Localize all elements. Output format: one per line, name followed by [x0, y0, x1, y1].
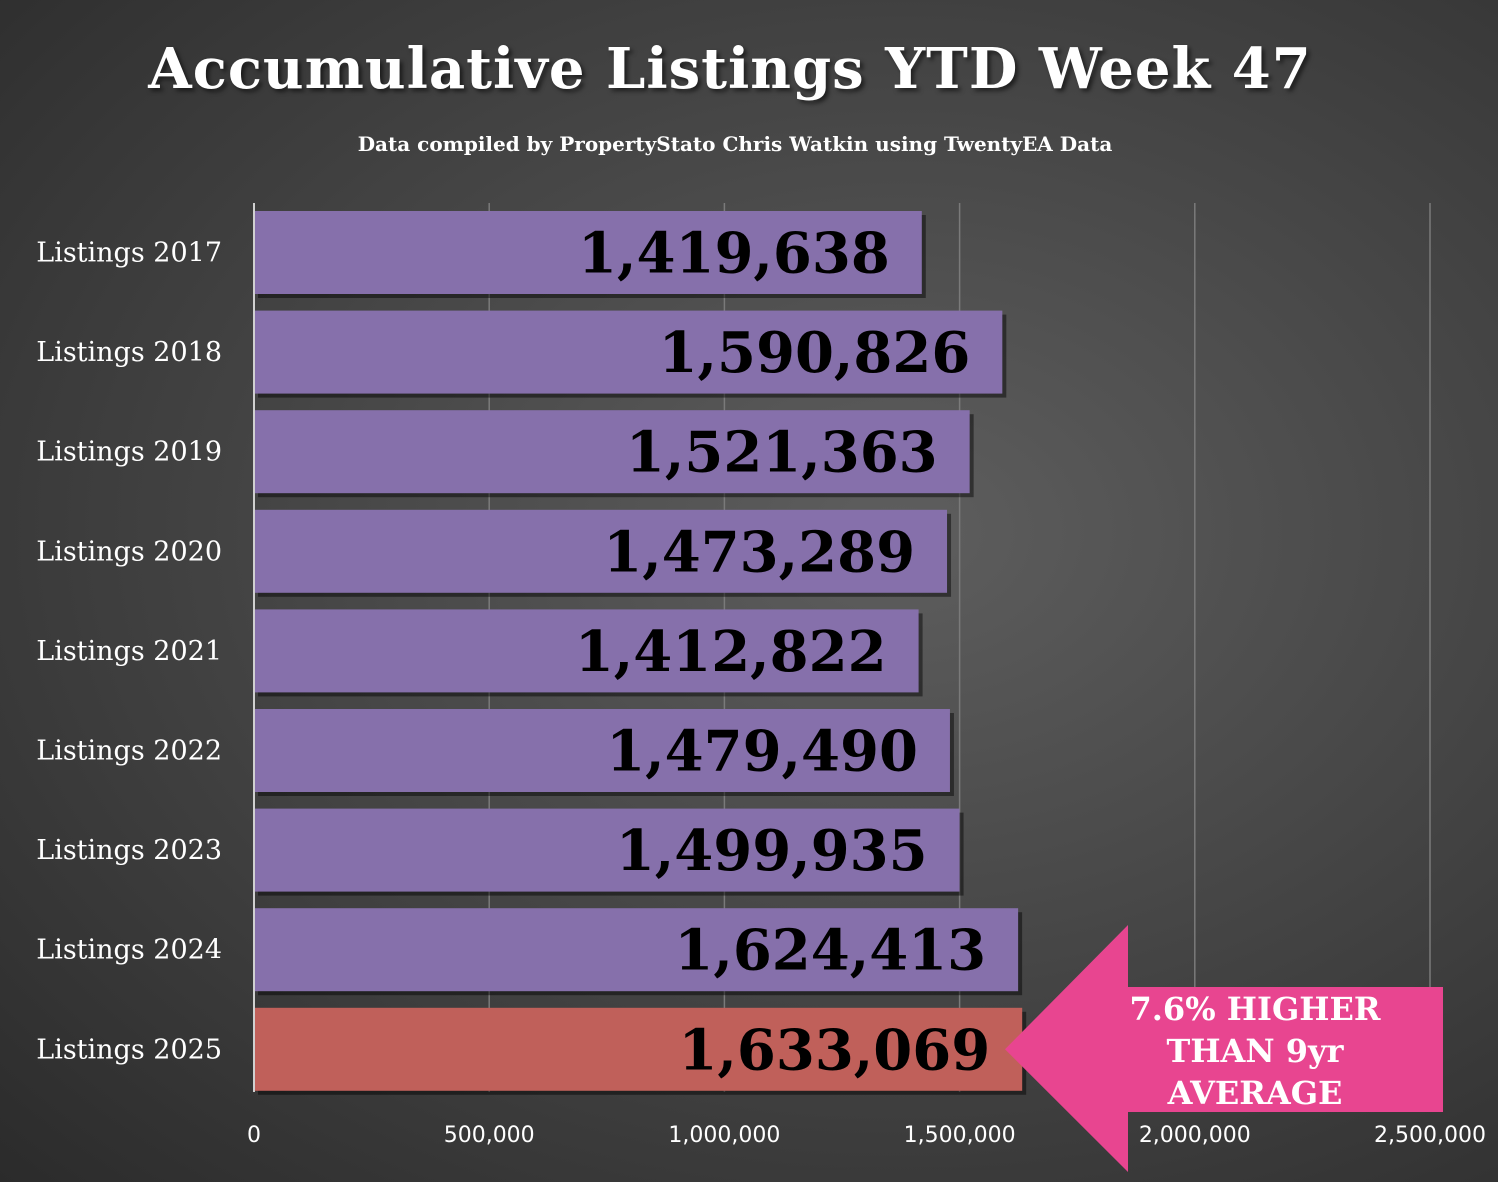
y-category-label: Listings 2017	[36, 238, 222, 269]
bar	[254, 1007, 1023, 1091]
bar	[254, 709, 950, 792]
bar-value-label: 1,419,638	[578, 221, 890, 287]
bar-value-label: 1,412,822	[575, 619, 887, 685]
chart-subtitle: Data compiled by PropertyStato Chris Wat…	[357, 132, 1113, 156]
callout-text: 7.6% HIGHER THAN 9yr AVERAGE	[1100, 988, 1410, 1114]
y-category-label: Listings 2021	[36, 636, 222, 667]
bar-value-label: 1,473,289	[603, 519, 915, 585]
bar-value-label: 1,521,363	[626, 420, 938, 486]
callout-line-3: AVERAGE	[1167, 1074, 1343, 1112]
x-axis-labels: 0 500,000 1,000,000 1,500,000 2,000,000 2,500…	[247, 1123, 1486, 1148]
bar-value-label: 1,499,935	[616, 818, 928, 884]
bar	[254, 808, 960, 892]
bars	[254, 211, 1027, 1095]
bar	[254, 211, 922, 294]
y-category-label: Listings 2023	[36, 835, 222, 866]
y-category-label: Listings 2019	[36, 437, 222, 468]
bar	[254, 609, 919, 693]
callout-line-1: 7.6% HIGHER	[1129, 990, 1381, 1028]
x-tick-label: 1,000,000	[668, 1123, 780, 1148]
y-axis-labels: Listings 2017 Listings 2018 Listings 2019 L…	[36, 238, 222, 1066]
bar	[254, 310, 1003, 394]
y-category-label: Listings 2020	[36, 536, 222, 567]
x-tick-label: 500,000	[444, 1123, 535, 1148]
bar	[254, 509, 948, 593]
x-tick-label: 2,500,000	[1374, 1123, 1486, 1148]
chart-title: Accumulative Listings YTD Week 47	[148, 36, 1312, 102]
y-category-label: Listings 2022	[36, 736, 222, 767]
bar	[254, 908, 1019, 992]
y-category-label: Listings 2025	[36, 1034, 222, 1065]
value-labels: 1,419,638 1,590,826 1,521,363 1,473,289 1,41…	[575, 221, 990, 1084]
x-tick-label: 2,000,000	[1139, 1123, 1251, 1148]
callout-arrow	[1005, 925, 1443, 1172]
callout-line-2: THAN 9yr	[1166, 1032, 1344, 1070]
bar-value-label: 1,590,826	[659, 320, 971, 386]
y-category-label: Listings 2024	[36, 935, 222, 966]
bar-value-label: 1,479,490	[606, 719, 918, 785]
bar-value-label: 1,633,069	[678, 1017, 990, 1083]
y-category-label: Listings 2018	[36, 337, 222, 368]
x-tick-label: 0	[247, 1123, 261, 1148]
bar-value-label: 1,624,413	[674, 918, 986, 984]
x-tick-label: 1,500,000	[904, 1123, 1016, 1148]
bar	[254, 410, 970, 494]
